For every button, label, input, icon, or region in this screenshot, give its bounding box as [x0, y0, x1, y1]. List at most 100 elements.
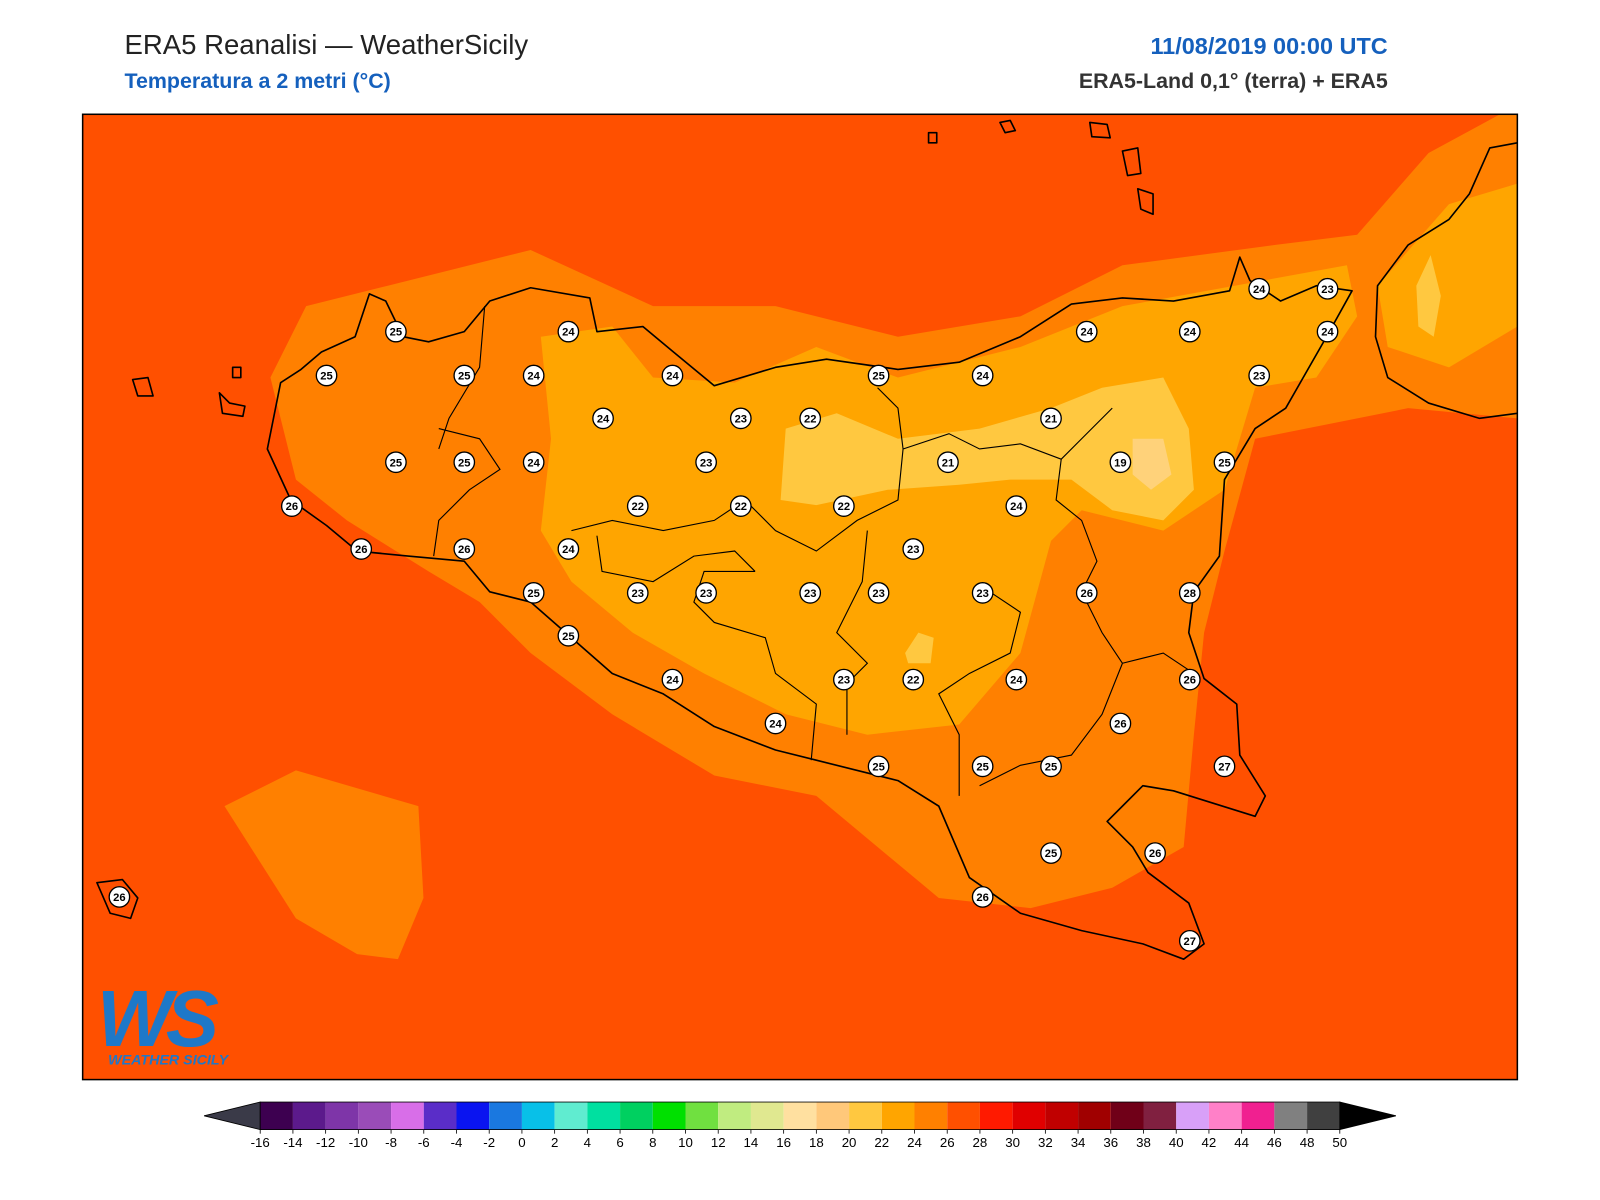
colorbar-tick-label: 6	[616, 1135, 623, 1150]
colorbar-cell	[914, 1102, 948, 1130]
colorbar-tick-label: 18	[809, 1135, 824, 1150]
station-marker	[453, 364, 476, 387]
station-marker	[971, 364, 994, 387]
station-marker	[867, 755, 890, 778]
station-marker	[1178, 320, 1201, 343]
station-label: 23	[1321, 284, 1333, 296]
colorbar-cell	[620, 1102, 653, 1130]
title: ERA5 Reanalisi — WeatherSicily	[124, 29, 528, 60]
colorbar-tick-label: 20	[842, 1135, 857, 1150]
colorbar-tick-label: 50	[1332, 1135, 1347, 1150]
colorbar-tick-label: -2	[483, 1135, 495, 1150]
station-marker	[626, 495, 649, 517]
colorbar-tick-label: 8	[649, 1135, 656, 1150]
station-label: 22	[907, 675, 919, 687]
station-marker	[385, 451, 407, 474]
colorbar-tick-label: 0	[518, 1135, 525, 1150]
station-label: 24	[527, 371, 540, 383]
station-label: 25	[320, 371, 332, 383]
station-label: 25	[458, 457, 470, 469]
colorbar-tick-label: 4	[584, 1135, 591, 1150]
station-marker	[833, 668, 855, 691]
station-label: 23	[838, 675, 850, 687]
colorbar-cell	[456, 1102, 490, 1130]
colorbar-cell	[947, 1102, 980, 1130]
colorbar-tick-label: -4	[451, 1135, 463, 1150]
station-marker	[350, 538, 373, 560]
colorbar-tick-label: 30	[1005, 1135, 1020, 1150]
station-marker	[1005, 668, 1028, 691]
station-label: 25	[872, 761, 884, 773]
station-marker	[695, 581, 717, 604]
islands	[96, 119, 1154, 920]
subtitle: Temperatura a 2 metri (°C)	[124, 69, 390, 93]
colorbar-cell	[979, 1102, 1013, 1130]
station-label: 22	[632, 501, 644, 513]
station-label: 25	[390, 457, 402, 469]
station-label: 23	[700, 588, 712, 600]
colorbar-tick-label: 34	[1071, 1135, 1086, 1150]
station-label: 24	[666, 371, 679, 383]
station-marker	[453, 451, 476, 474]
station-marker	[1248, 364, 1271, 387]
station-marker	[1005, 495, 1028, 517]
colorbar-tick-label: 14	[744, 1135, 759, 1150]
station-label: 19	[1114, 457, 1126, 469]
station-label: 26	[1149, 848, 1161, 860]
colorbar-cell	[1241, 1102, 1275, 1130]
station-label: 24	[1184, 327, 1197, 339]
station-label: 25	[527, 588, 539, 600]
colorbar-cell	[1143, 1102, 1177, 1130]
station-marker	[902, 668, 925, 691]
station-marker	[1109, 451, 1132, 474]
colorbar-tick-label: 48	[1300, 1135, 1315, 1150]
station-marker	[764, 712, 787, 735]
colorbar-cell	[718, 1102, 751, 1130]
source: ERA5-Land 0,1° (terra) + ERA5	[1079, 69, 1388, 93]
station-marker	[1248, 277, 1271, 300]
station-marker	[557, 538, 580, 560]
station-marker	[867, 581, 890, 604]
colorbar-tick-label: -16	[251, 1135, 270, 1150]
colorbar-tick-label: 38	[1136, 1135, 1151, 1150]
station-marker	[1213, 451, 1236, 474]
colorbar: -16 -14 -12 -10 -8 -6 -4 -2 0 2 4 6 8 10 12 14 16 18 20 22 2…	[203, 1101, 1397, 1150]
station-label: 26	[286, 501, 298, 513]
station-label: 24	[1010, 501, 1023, 513]
colorbar-tick-label: 24	[907, 1135, 922, 1150]
station-marker	[833, 495, 855, 517]
station-label: 23	[735, 413, 747, 425]
station-marker	[867, 364, 890, 387]
station-label: 25	[458, 371, 470, 383]
zone-20-22-s	[905, 632, 934, 664]
station-label: 23	[872, 588, 884, 600]
station-marker	[557, 320, 580, 343]
colorbar-cell	[685, 1102, 719, 1130]
station-marker	[1040, 407, 1062, 430]
station-label: 24	[1010, 675, 1023, 687]
station-label: 26	[1184, 675, 1196, 687]
station-marker	[592, 407, 614, 430]
colorbar-tick-label: -10	[349, 1135, 368, 1150]
colorbar-cell	[260, 1102, 293, 1130]
colorbar-cell	[1208, 1102, 1242, 1130]
station-label: 23	[976, 588, 988, 600]
station-label: 23	[1253, 371, 1265, 383]
colorbar-cell	[1012, 1102, 1046, 1130]
station-marker	[522, 451, 545, 474]
logo-text: WEATHER SICILY	[108, 1052, 229, 1068]
station-marker	[1075, 320, 1098, 343]
station-label: 26	[113, 892, 125, 904]
station-label: 26	[458, 544, 470, 556]
zone-20-22-ne	[1416, 255, 1441, 337]
station-marker	[1075, 581, 1098, 604]
station-label: 24	[527, 457, 540, 469]
station-label: 26	[1080, 588, 1092, 600]
colorbar-cell	[587, 1102, 621, 1130]
map-frame	[81, 113, 1519, 1081]
station-label: 24	[1321, 327, 1334, 339]
colorbar-tick-label: 12	[711, 1135, 726, 1150]
station-label: 25	[976, 761, 988, 773]
station-label: 26	[355, 544, 367, 556]
